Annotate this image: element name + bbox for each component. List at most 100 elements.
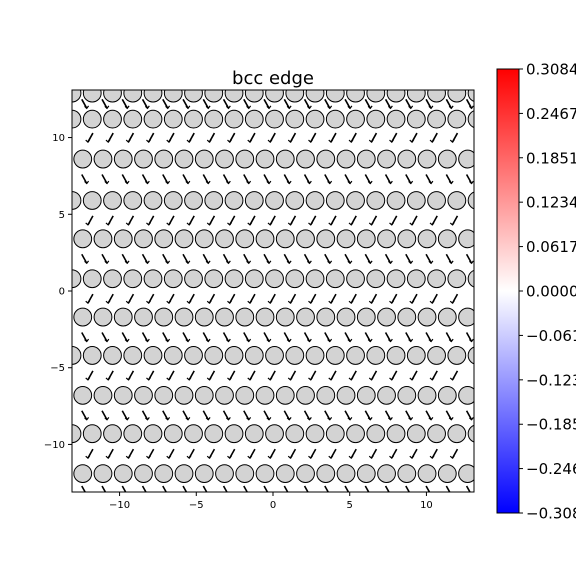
arrow-head [166, 300, 172, 305]
atom-marker [325, 346, 345, 365]
arrow-head [448, 338, 454, 343]
arrow-head [286, 180, 292, 185]
y-tick-label: −10 [44, 440, 65, 451]
arrow-head [429, 455, 435, 460]
arrow-head [308, 377, 313, 381]
atom-marker [325, 90, 345, 103]
arrow-head [408, 417, 414, 421]
arrow-head [286, 260, 292, 265]
atom-marker [235, 385, 255, 405]
atom-marker [163, 424, 183, 444]
arrow-head [205, 180, 211, 185]
arrow-head [144, 417, 150, 421]
arrow-head [246, 180, 252, 185]
arrow-head [186, 455, 192, 460]
atom-marker [296, 385, 315, 405]
x-tick-label: 10 [420, 500, 433, 511]
atom-marker [275, 307, 295, 327]
arrow-head [227, 139, 232, 143]
atom-marker [184, 269, 203, 289]
arrow-head [308, 455, 313, 460]
displacement-arrow [445, 485, 451, 492]
atom-marker [406, 109, 426, 129]
atom-marker [255, 149, 275, 169]
arrow-head [104, 338, 110, 343]
arrow-head [246, 260, 252, 265]
atom-marker [204, 346, 224, 365]
atom-marker [417, 149, 437, 169]
atom-marker [174, 385, 194, 405]
arrow-head [104, 260, 110, 265]
arrow-head [428, 338, 434, 343]
colorbar-tick-label: 0.1234 [526, 194, 576, 212]
arrow-head [428, 180, 434, 185]
arrow-head [468, 338, 474, 343]
arrow-head [428, 105, 434, 110]
arrow-head [84, 260, 90, 265]
atom-marker [386, 191, 406, 210]
displacement-arrow [405, 485, 411, 492]
arrow-head [429, 222, 435, 226]
atom-marker [265, 346, 284, 365]
arrow-head [428, 260, 434, 265]
arrow-head [327, 417, 333, 421]
arrow-head [206, 222, 212, 226]
atom-marker [316, 464, 336, 483]
atom-marker [397, 385, 417, 405]
arrow-head [206, 493, 210, 495]
atom-marker [427, 109, 446, 129]
atom-marker [406, 424, 426, 444]
arrow-head [267, 139, 273, 143]
arrow-head [348, 139, 354, 143]
atom-marker [93, 464, 113, 483]
atom-marker [336, 149, 356, 169]
atom-marker [406, 269, 426, 289]
displacement-arrow [202, 485, 208, 492]
arrow-head [308, 300, 313, 305]
atom-marker [467, 269, 474, 288]
atom-marker [204, 269, 224, 289]
arrow-head [409, 300, 415, 305]
arrow-head [389, 300, 394, 305]
arrow-head [186, 222, 192, 226]
arrow-head [85, 300, 91, 305]
atom-marker [235, 229, 255, 249]
atom-marker [265, 424, 284, 444]
atom-marker [244, 90, 264, 103]
arrow-head [206, 300, 212, 305]
arrow-head [387, 338, 393, 343]
arrow-head [327, 338, 333, 343]
atom-marker [154, 464, 174, 483]
arrow-head [327, 260, 333, 265]
atom-marker [143, 191, 163, 210]
atom-marker [73, 464, 93, 483]
arrow-head [247, 139, 253, 143]
arrow-head [267, 300, 273, 305]
atom-marker [73, 229, 93, 249]
atom-marker [103, 191, 122, 210]
arrow-head [185, 260, 191, 265]
arrow-head [144, 180, 150, 185]
arrow-head [409, 377, 415, 381]
atom-marker [346, 346, 365, 365]
arrow-head [368, 139, 374, 143]
arrow-head [165, 105, 171, 110]
atom-marker [285, 346, 305, 365]
atom-marker [417, 229, 437, 249]
arrow-head [327, 105, 333, 110]
arrow-head [185, 180, 191, 185]
atom-marker [82, 346, 102, 365]
atom-marker [479, 308, 497, 326]
atom-marker [73, 385, 93, 405]
arrow-head [347, 338, 353, 343]
displacement-arrow [222, 485, 228, 492]
atom-marker [377, 229, 396, 249]
atom-marker [356, 149, 376, 169]
displacement-arrow [162, 485, 168, 492]
atom-marker [346, 269, 365, 289]
arrow-head [429, 300, 435, 305]
atom-marker [377, 385, 396, 405]
arrow-head [389, 377, 394, 381]
atom-marker [316, 229, 336, 249]
